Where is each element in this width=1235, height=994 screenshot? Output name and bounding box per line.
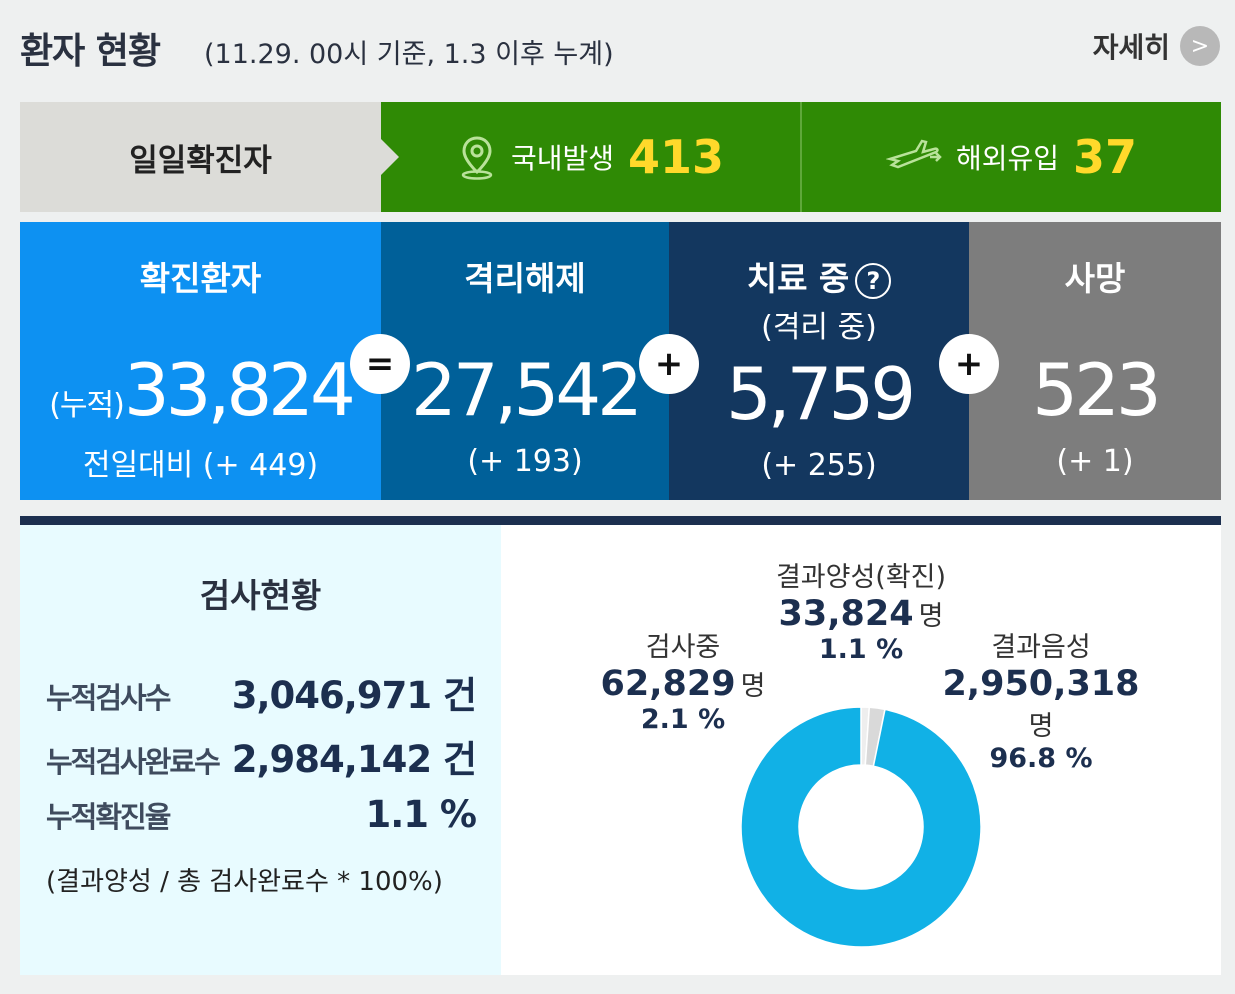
overseas-value: 37 <box>1073 130 1138 184</box>
treatment-title: 치료 중? <box>669 252 969 300</box>
test-row-value: 2,984,142 건 <box>231 738 477 781</box>
page-subtitle: (11.29. 00시 기준, 1.3 이후 누계) <box>204 39 614 70</box>
death-title: 사망 <box>1064 259 1126 298</box>
test-row-label: 누적검사수 <box>46 681 171 715</box>
test-row-label: 누적검사완료수 <box>46 745 221 779</box>
negative-name: 결과음성 <box>991 632 1091 663</box>
testing-pct: 2.1 % <box>640 704 726 735</box>
released-diff: (+ 193) <box>467 444 583 479</box>
death-value: 523 <box>1032 348 1161 432</box>
testing-name: 검사중 <box>645 632 721 663</box>
test-rate-note: (결과양성 / 총 검사완료수 * 100%) <box>46 867 443 897</box>
test-row: 누적검사수 3,046,971 건 <box>46 665 477 719</box>
test-row: 누적확진율 1.1 % <box>46 793 477 836</box>
positive-count: 33,824 <box>778 594 914 634</box>
death-diff: (+ 1) <box>1056 444 1134 479</box>
daily-confirmed-label: 일일확진자 <box>20 102 399 212</box>
positive-pct: 1.1 % <box>818 634 904 665</box>
location-pin-icon <box>461 136 493 180</box>
slice-negative <box>740 706 982 948</box>
testing-count: 62,829 <box>600 664 736 704</box>
case-stats: 확진환자 (누적)33,824 전일대비 (+ 449) = 격리해제 27,5… <box>20 222 1221 500</box>
negative-label-block: 결과음성 2,950,318 명 96.8 % <box>941 625 1141 774</box>
test-row: 누적검사완료수 2,984,142 건 <box>46 729 477 783</box>
confirmed-panel: 확진환자 (누적)33,824 전일대비 (+ 449) = <box>20 222 410 500</box>
positive-label-block: 결과양성(확진) 33,824 명 1.1 % <box>751 555 971 665</box>
help-icon[interactable]: ? <box>855 262 892 299</box>
positive-name: 결과양성(확진) <box>775 562 947 593</box>
more-details-label: 자세히 <box>1092 31 1170 64</box>
released-value: 27,542 <box>411 348 643 432</box>
confirmed-value: 33,824 <box>123 348 356 432</box>
confirmed-prefix: (누적) <box>49 388 125 423</box>
page-title: 환자 현황 <box>20 31 161 72</box>
more-details-link[interactable]: 자세히 > <box>1093 26 1220 66</box>
overseas-label: 해외유입 <box>955 142 1060 175</box>
test-row-value: 1.1 % <box>365 793 477 836</box>
death-panel: 사망 523 (+ 1) <box>969 222 1221 500</box>
overseas-cases: 해외유입 37 <box>800 102 1221 212</box>
section-divider <box>20 516 1221 525</box>
test-status-panel: 검사현황 누적검사수 3,046,971 건 누적검사완료수 2,984,142… <box>20 525 501 975</box>
airplane-icon <box>885 139 942 169</box>
daily-confirmed-bar: 일일확진자 국내발생 413 해외유입 37 <box>20 102 1221 212</box>
treatment-subtitle: (격리 중) <box>761 310 877 345</box>
released-title: 격리해제 <box>464 259 586 298</box>
testing-unit: 명 <box>740 671 766 702</box>
domestic-cases: 국내발생 413 <box>381 102 800 212</box>
arrow-right-icon <box>381 139 399 175</box>
testing-label-block: 검사중 62,829 명 2.1 % <box>593 625 773 735</box>
negative-pct: 96.8 % <box>989 743 1093 774</box>
chevron-right-icon: > <box>1180 26 1220 66</box>
domestic-value: 413 <box>628 130 725 184</box>
test-result-chart: 결과양성(확진) 33,824 명 1.1 % 검사중 62,829 명 2.1… <box>501 525 1221 975</box>
test-status-title: 검사현황 <box>199 576 322 615</box>
confirmed-diff: 전일대비 (+ 449) <box>82 448 319 483</box>
domestic-label: 국내발생 <box>510 142 614 175</box>
negative-count: 2,950,318 <box>942 664 1140 704</box>
treatment-value: 5,759 <box>725 352 916 436</box>
test-row-value: 3,046,971 건 <box>231 674 477 717</box>
equals-icon: = <box>350 334 410 394</box>
header: 환자 현황 (11.29. 00시 기준, 1.3 이후 누계) 자세히 > <box>20 18 1220 78</box>
treatment-panel: 치료 중? (격리 중) 5,759 (+ 255) + <box>669 222 999 500</box>
plus-icon: + <box>639 334 699 394</box>
treatment-diff: (+ 255) <box>761 448 877 483</box>
test-row-label: 누적확진율 <box>46 800 171 834</box>
donut-chart <box>740 706 982 948</box>
released-panel: 격리해제 27,542 (+ 193) + <box>381 222 699 500</box>
negative-unit: 명 <box>1028 711 1054 742</box>
positive-unit: 명 <box>918 601 944 632</box>
plus-icon: + <box>939 334 999 394</box>
confirmed-title: 확진환자 <box>139 259 262 298</box>
